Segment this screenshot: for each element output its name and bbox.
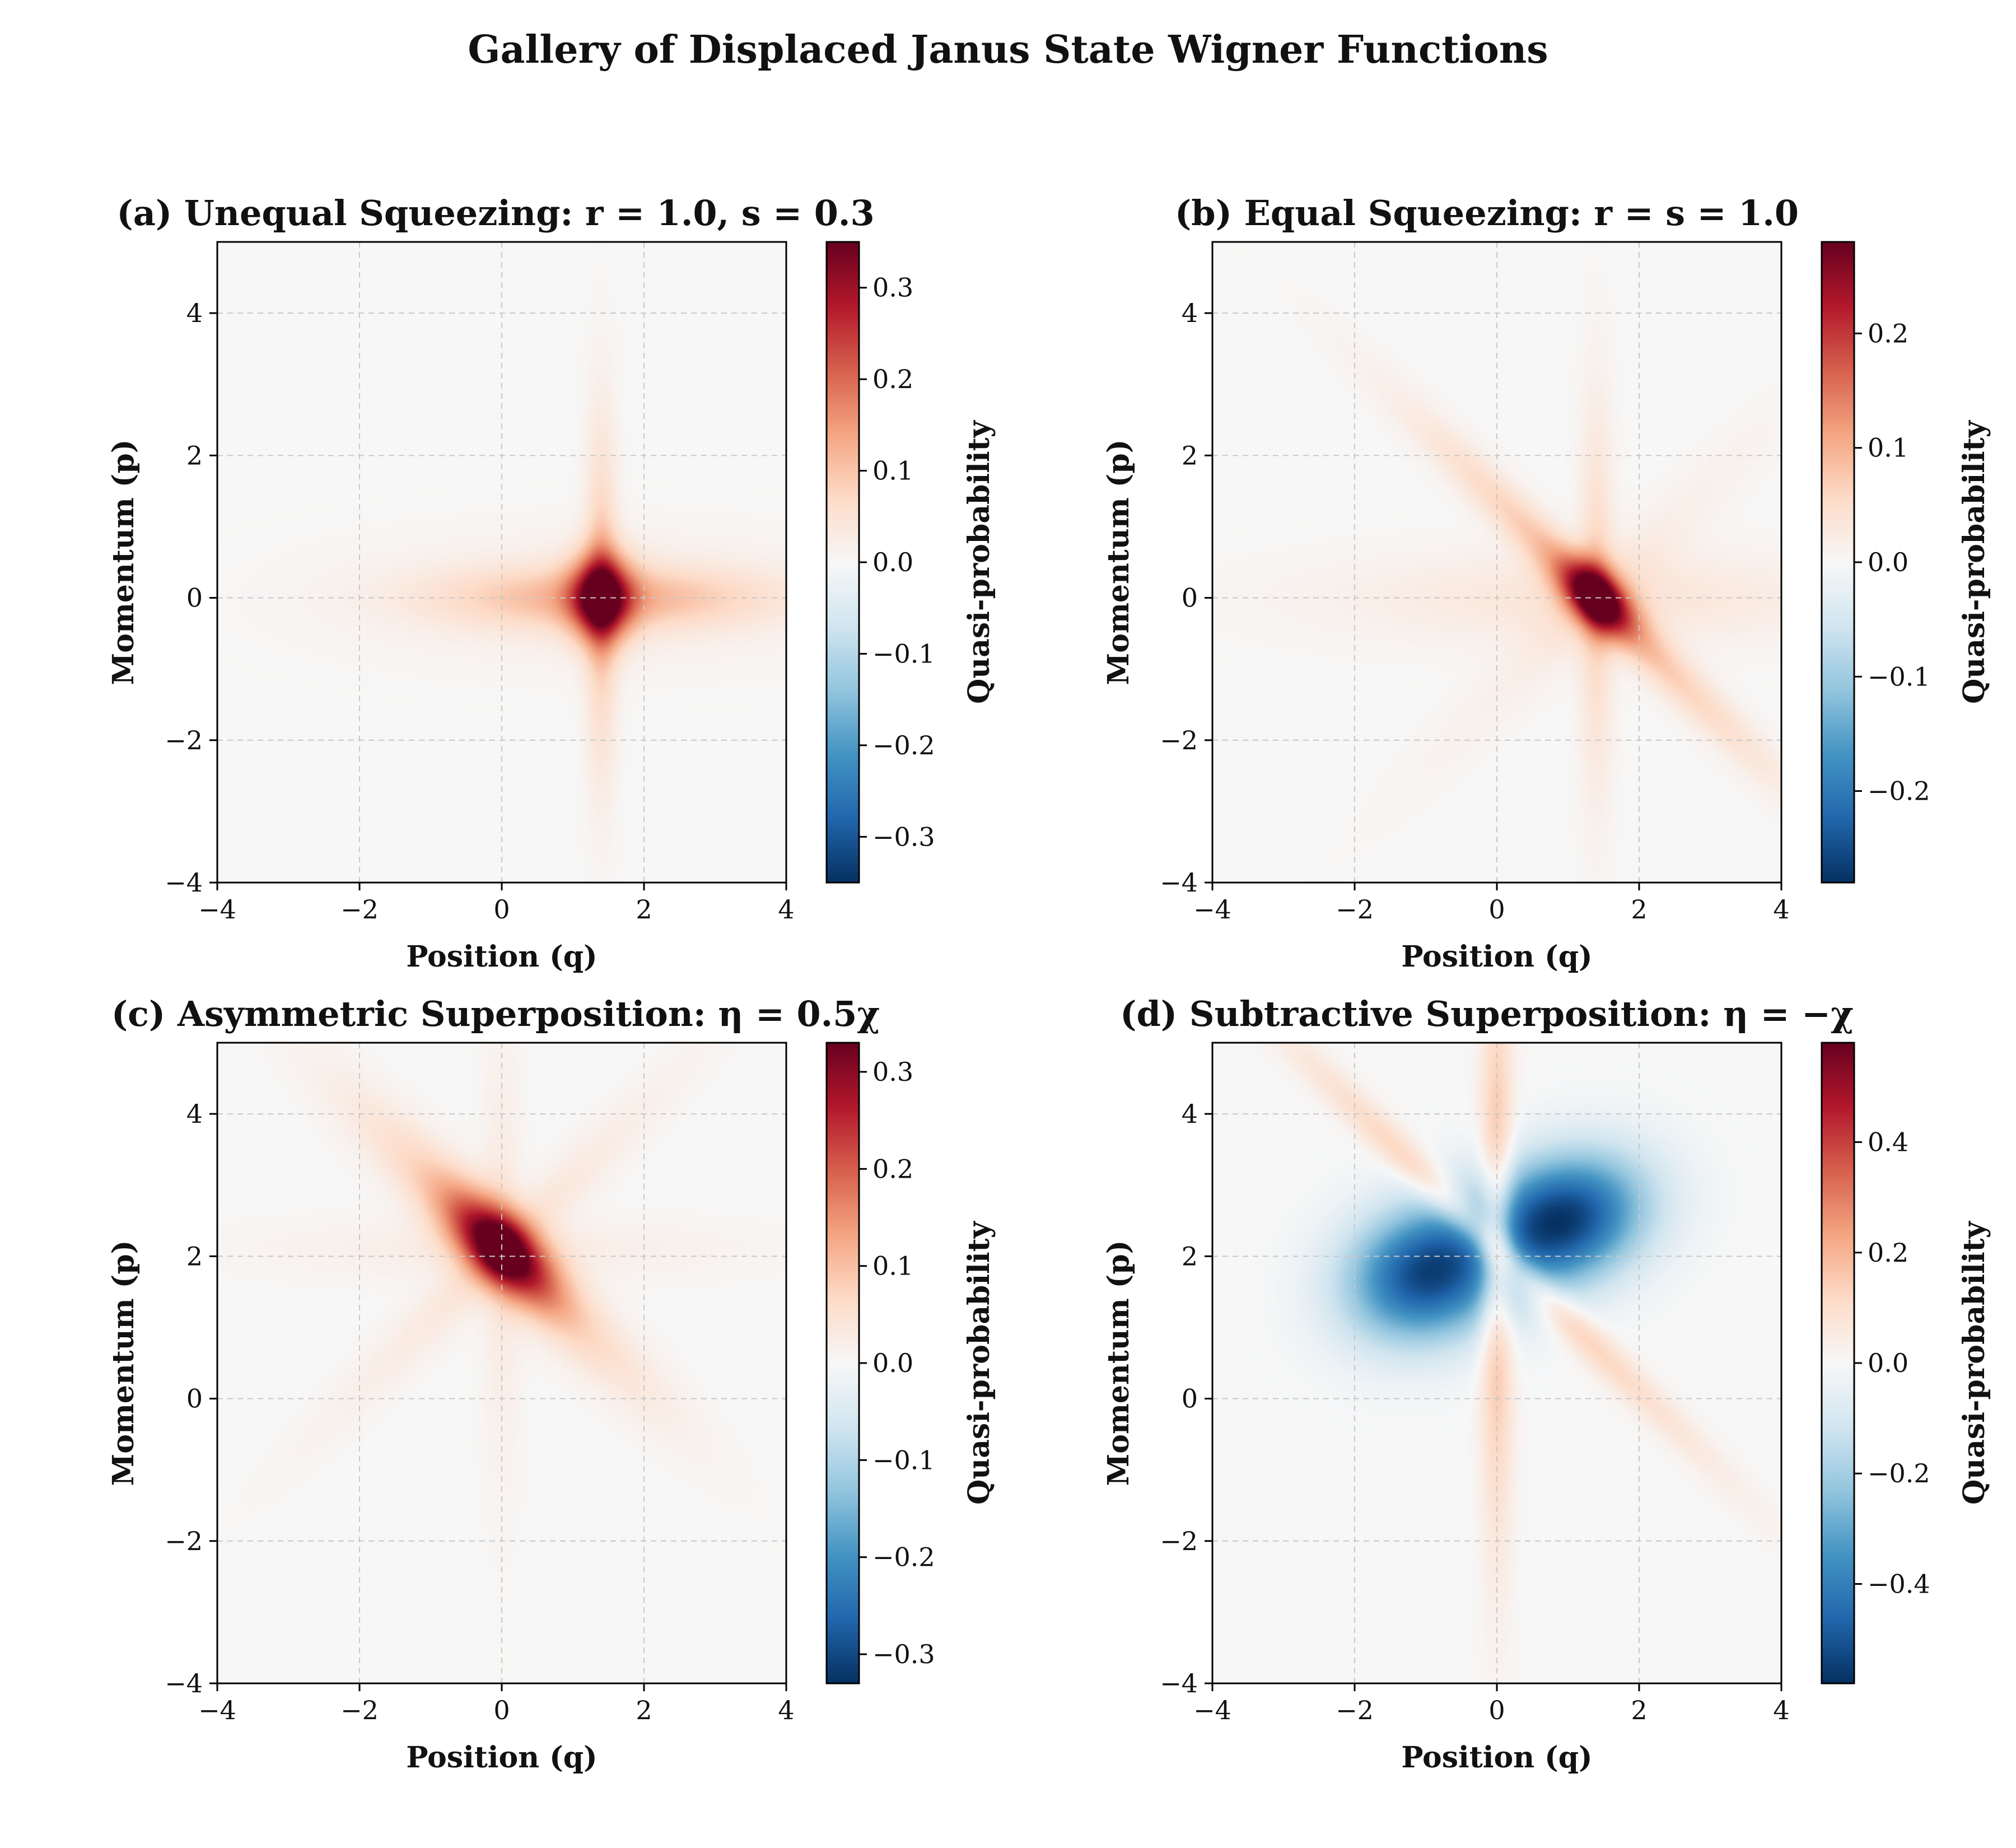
colorbar-tick-label: 0.1: [872, 1251, 913, 1281]
x-tick-label: 4: [1773, 1695, 1789, 1725]
colorbar-tick-label: −0.2: [872, 730, 935, 760]
colorbar-tick-label: 0.2: [872, 364, 913, 394]
heatmap-image: [217, 1043, 786, 1683]
colorbar-tick-label: 0.3: [872, 273, 913, 303]
x-tick-label: 2: [636, 894, 652, 925]
colorbar-tick-label: −0.3: [872, 822, 935, 852]
colorbar-gradient: [827, 242, 859, 883]
x-tick-label: 0: [1488, 894, 1505, 925]
figure-title: Gallery of Displaced Janus State Wigner …: [468, 27, 1548, 72]
colorbar-tick-label: 0.0: [872, 1348, 913, 1378]
y-tick-label: 0: [186, 1384, 203, 1414]
colorbar-tick-label: 0.0: [1868, 547, 1908, 577]
colorbar-tick-label: −0.1: [1868, 661, 1930, 692]
y-tick-label: 4: [186, 1099, 203, 1129]
colorbar-tick-label: 0.1: [872, 456, 913, 486]
colorbar-tick-label: −0.1: [872, 638, 935, 669]
x-axis-label: Position (q): [1401, 1740, 1592, 1775]
colorbar-tick-label: −0.4: [1868, 1569, 1930, 1599]
colorbar-gradient: [1822, 1043, 1854, 1683]
colorbar-label: Quasi-probability: [1957, 1220, 1991, 1505]
panel-c: −4 −2 0 2 4 −4 −2 0 2 4 Position (q) Momentum (p) (c…: [106, 993, 996, 1775]
colorbar-tick-label: −0.2: [872, 1542, 935, 1572]
panel-a: −4 −2 0 2 4 −4 −2 0 2 4 Position (q) Momentum (p) (a…: [106, 193, 996, 974]
y-tick-label: −4: [165, 1668, 203, 1698]
y-tick-label: 2: [186, 1241, 203, 1271]
y-tick-label: 4: [186, 298, 203, 328]
x-tick-label: −4: [198, 1695, 236, 1725]
y-tick-label: 2: [1182, 1241, 1198, 1271]
x-tick-label: −4: [1193, 1695, 1231, 1725]
panel-title: (c) Asymmetric Superposition: η = 0.5χ: [111, 993, 880, 1034]
colorbar-tick-label: 0.4: [1868, 1127, 1908, 1158]
y-axis-label: Momentum (p): [1102, 440, 1136, 685]
x-tick-label: −4: [1193, 894, 1231, 925]
y-tick-label: 0: [186, 583, 203, 613]
colorbar-tick-label: 0.0: [1868, 1348, 1908, 1378]
x-tick-label: 0: [1488, 1695, 1505, 1725]
y-tick-label: −2: [1160, 725, 1198, 755]
x-axis-label: Position (q): [1401, 940, 1592, 974]
heatmap-image: [1212, 1043, 1781, 1683]
colorbar-label: Quasi-probability: [962, 419, 996, 704]
colorbar-gradient: [1822, 242, 1854, 883]
y-tick-label: 0: [1182, 583, 1198, 613]
x-tick-label: 2: [1631, 894, 1647, 925]
x-tick-label: 2: [1631, 1695, 1647, 1725]
colorbar-tick-label: 0.2: [1868, 1238, 1908, 1268]
y-tick-label: −4: [1160, 867, 1198, 898]
colorbar: −0.4 −0.2 0.0 0.2 0.4 Quasi-probability: [1821, 1042, 1991, 1684]
y-tick-label: −2: [165, 1526, 203, 1556]
colorbar-gradient: [827, 1043, 859, 1683]
x-tick-label: −4: [198, 894, 236, 925]
panel-d: −4 −2 0 2 4 −4 −2 0 2 4 Position (q) Momentum (p) (d…: [1102, 993, 1991, 1775]
y-tick-label: −2: [1160, 1526, 1198, 1556]
panel-title: (a) Unequal Squeezing: r = 1.0, s = 0.3: [116, 193, 874, 234]
x-tick-label: −2: [340, 894, 379, 925]
colorbar-tick-label: 0.2: [1868, 318, 1908, 348]
colorbar-label: Quasi-probability: [1957, 419, 1991, 704]
colorbar-tick-label: 0.0: [872, 547, 913, 577]
y-tick-label: 4: [1182, 1099, 1198, 1129]
x-tick-label: −2: [1336, 1695, 1374, 1725]
y-tick-label: −4: [165, 867, 203, 898]
panels: −4 −2 0 2 4 −4 −2 0 2 4 Position (q) Momentum (p) (a…: [106, 193, 1991, 1775]
colorbar: −0.3 −0.2 −0.1 0.0 0.1 0.2 0.3 Quasi-probabilit…: [825, 241, 996, 884]
heatmap-image: [1212, 242, 1781, 883]
colorbar-tick-label: −0.3: [872, 1639, 935, 1669]
y-axis-label: Momentum (p): [106, 440, 141, 685]
x-axis-label: Position (q): [406, 1740, 597, 1775]
y-tick-label: 4: [1182, 298, 1198, 328]
x-tick-label: 4: [1773, 894, 1789, 925]
x-axis-label: Position (q): [406, 940, 597, 974]
x-tick-label: 4: [778, 1695, 794, 1725]
colorbar: −0.2 −0.1 0.0 0.1 0.2 Quasi-probability: [1821, 241, 1991, 884]
colorbar-label: Quasi-probability: [962, 1220, 996, 1505]
panel-title: (b) Equal Squeezing: r = s = 1.0: [1175, 193, 1799, 234]
colorbar: −0.3 −0.2 −0.1 0.0 0.1 0.2 0.3 Quasi-probabilit…: [825, 1042, 996, 1684]
x-tick-label: 0: [493, 894, 510, 925]
y-tick-label: 0: [1182, 1384, 1198, 1414]
colorbar-tick-label: 0.2: [872, 1154, 913, 1184]
y-tick-label: 2: [1182, 440, 1198, 470]
x-tick-label: 2: [636, 1695, 652, 1725]
heatmap-image: [217, 242, 786, 883]
panel-title: (d) Subtractive Superposition: η = −χ: [1120, 993, 1854, 1034]
y-tick-label: 2: [186, 440, 203, 470]
x-tick-label: 4: [778, 894, 794, 925]
x-tick-label: −2: [340, 1695, 379, 1725]
colorbar-tick-label: −0.1: [872, 1445, 935, 1475]
colorbar-tick-label: −0.2: [1868, 776, 1930, 806]
colorbar-tick-label: 0.3: [872, 1057, 913, 1087]
colorbar-tick-label: 0.1: [1868, 433, 1908, 463]
x-tick-label: 0: [493, 1695, 510, 1725]
y-tick-label: −2: [165, 725, 203, 755]
panel-b: −4 −2 0 2 4 −4 −2 0 2 4 Position (q) Momentum (p) (b…: [1102, 193, 1991, 974]
y-axis-label: Momentum (p): [1102, 1240, 1136, 1486]
x-tick-label: −2: [1336, 894, 1374, 925]
y-axis-label: Momentum (p): [106, 1240, 141, 1486]
colorbar-tick-label: −0.2: [1868, 1458, 1930, 1488]
y-tick-label: −4: [1160, 1668, 1198, 1698]
